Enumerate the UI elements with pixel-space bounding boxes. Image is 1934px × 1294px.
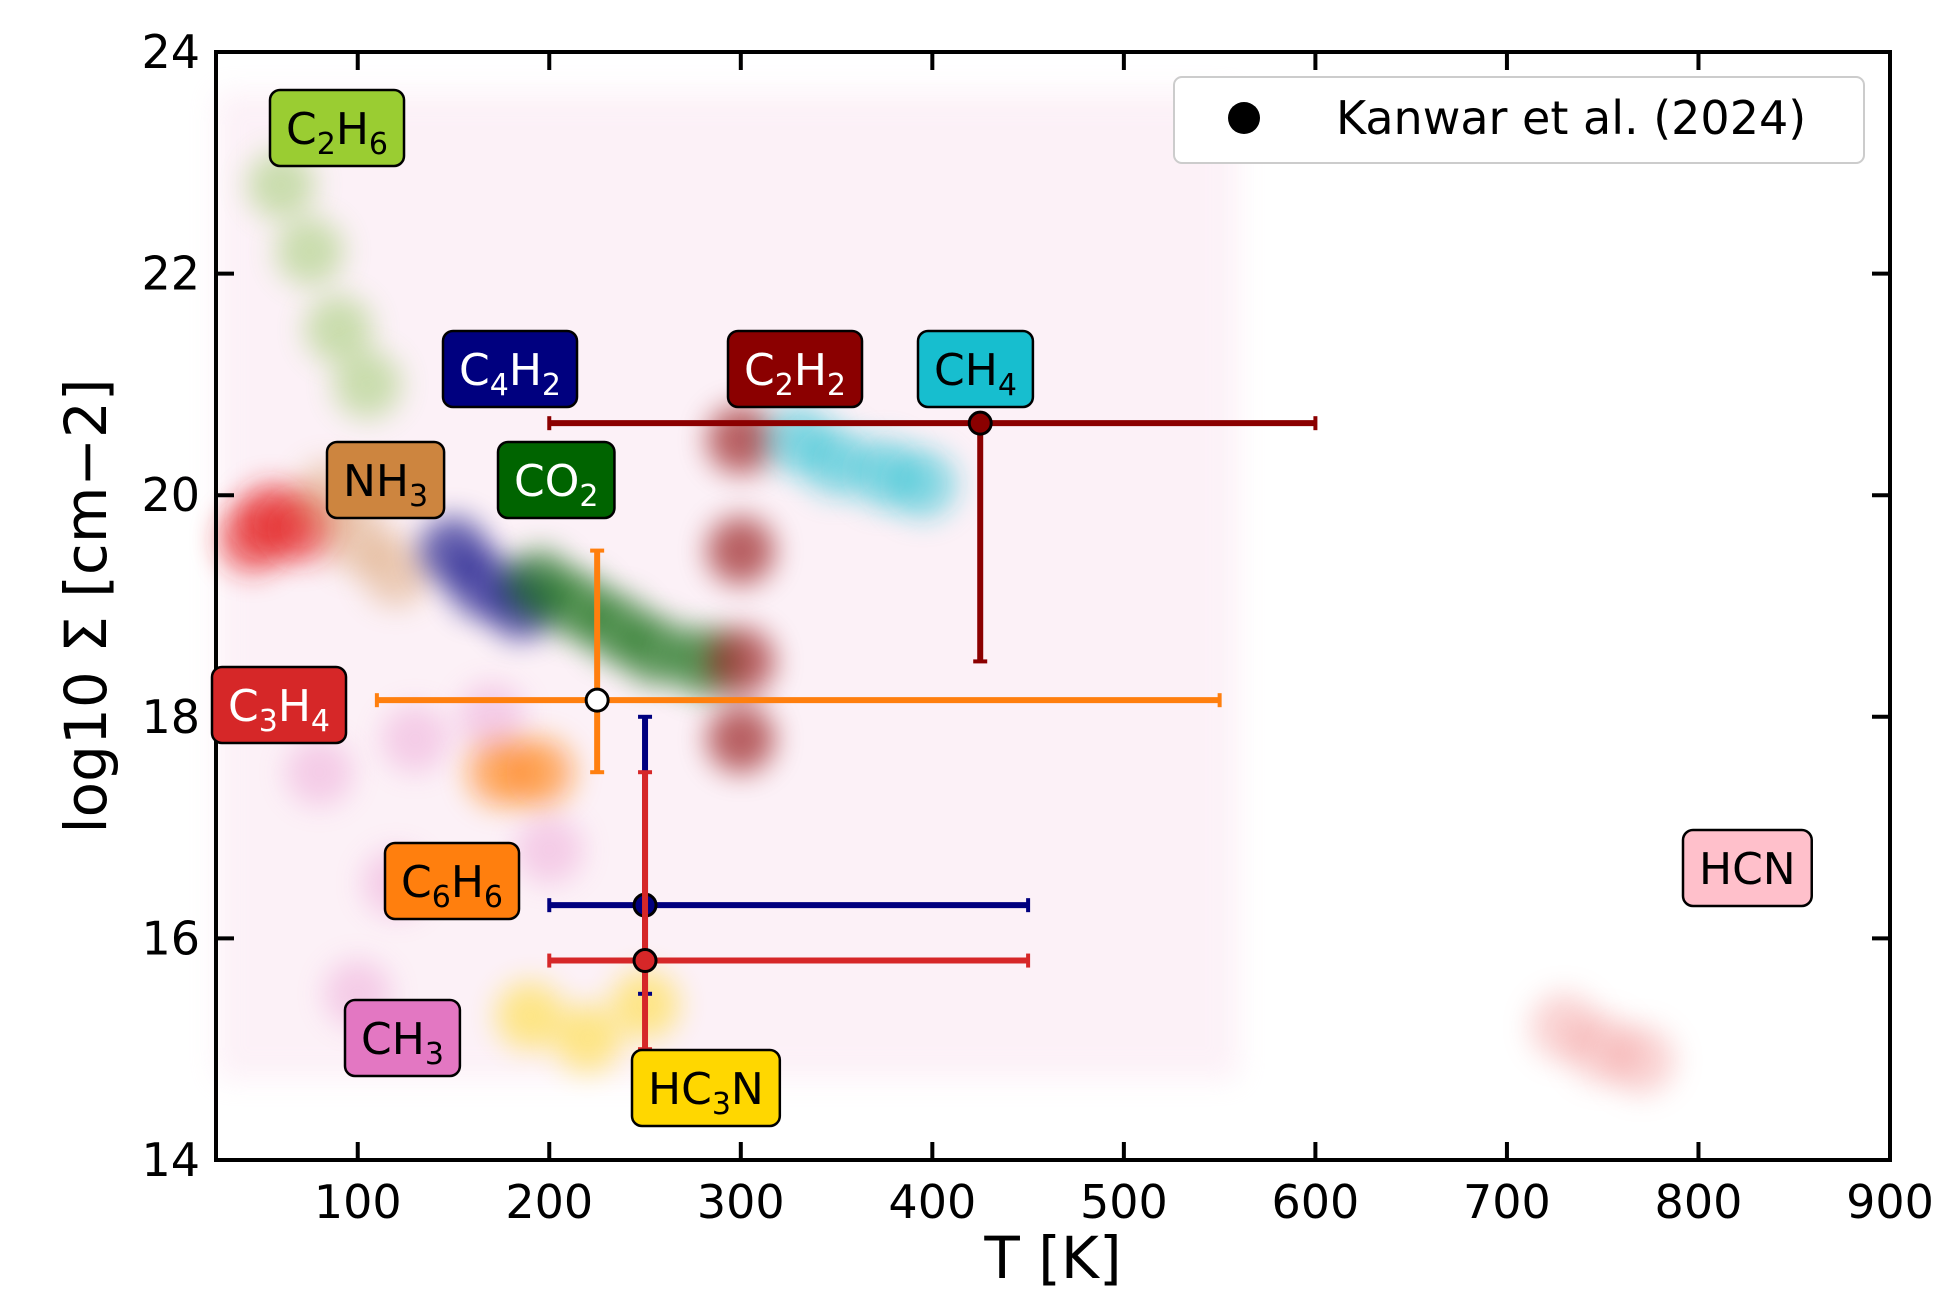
label-c6h6: C6H6 — [383, 841, 521, 921]
label-box — [210, 665, 348, 745]
label-text: C2H6 — [286, 104, 388, 162]
label-text: C4H2 — [459, 345, 561, 403]
density-blob-hc3n — [553, 1004, 622, 1073]
label-co2: CO2 — [496, 440, 616, 520]
density-layer — [216, 92, 1676, 1095]
x-tick-label: 900 — [1846, 1175, 1934, 1229]
label-box — [726, 329, 864, 409]
label-text: HC3N — [648, 1064, 764, 1122]
density-blob-c2h6 — [247, 150, 316, 219]
x-tick-label: 300 — [697, 1175, 785, 1229]
data-point-c3h4 — [632, 948, 658, 974]
label-ch4: CH4 — [916, 329, 1035, 409]
label-ch3: CH3 — [343, 998, 462, 1078]
label-text: C6H6 — [401, 857, 503, 915]
label-box — [916, 329, 1035, 409]
y-tick-label: 14 — [141, 1133, 200, 1187]
label-box — [383, 841, 521, 921]
label-text: CO2 — [514, 456, 598, 514]
density-blob-hcn — [1607, 1026, 1676, 1095]
label-hcn: HCN — [1681, 828, 1813, 908]
label-text: C2H2 — [744, 345, 846, 403]
density-blob-c2h2 — [706, 704, 775, 773]
x-tick-label: 100 — [314, 1175, 402, 1229]
label-text: CH4 — [934, 345, 1017, 403]
density-blob-hc3n — [496, 981, 565, 1050]
legend-entry: Kanwar et al. (2024) — [1336, 91, 1806, 145]
legend-box — [1173, 76, 1865, 164]
axis-ticks: 100 200 300 400 500 600 700 800 900 14 16 18 20 22 24 — [141, 25, 1933, 1229]
density-blob-c2h6 — [333, 350, 402, 419]
density-blob-c2h2 — [706, 516, 775, 585]
y-tick-label: 24 — [141, 25, 200, 79]
density-blob-ch3 — [381, 704, 450, 773]
y-tick-label: 18 — [141, 690, 200, 744]
label-box — [441, 329, 579, 409]
x-tick-label: 700 — [1463, 1175, 1551, 1229]
label-box — [496, 440, 616, 520]
x-tick-label: 400 — [888, 1175, 976, 1229]
data-point-c2h2 — [967, 410, 993, 436]
density-blob-c2h6 — [275, 217, 344, 286]
label-box — [343, 998, 462, 1078]
density-blob-ch3 — [515, 815, 584, 884]
density-blob-c6h6 — [505, 738, 574, 807]
label-hc3n: HC3N — [630, 1048, 782, 1128]
density-blob-ch4 — [888, 450, 957, 519]
x-tick-label: 500 — [1080, 1175, 1168, 1229]
density-blob-ch3 — [285, 738, 354, 807]
label-text: HCN — [1699, 844, 1796, 895]
density-blob-nh3 — [362, 538, 431, 607]
x-axis-label: T [K] — [983, 1224, 1121, 1292]
label-nh3: NH3 — [325, 440, 446, 520]
data-point-c3h4 — [584, 687, 610, 713]
label-text: C3H4 — [228, 681, 330, 739]
density-blob-c2h2 — [706, 627, 775, 696]
label-box — [325, 440, 446, 520]
label-text: CH3 — [361, 1014, 444, 1072]
label-box — [268, 88, 406, 168]
legend: Kanwar et al. (2024) — [1173, 76, 1865, 164]
label-c4h2: C4H2 — [441, 329, 579, 409]
y-axis-label: log10 Σ [cm−2] — [52, 379, 120, 834]
x-tick-label: 600 — [1271, 1175, 1359, 1229]
label-text: NH3 — [343, 456, 428, 514]
molecule-labels: C2H6 C4H2 C2H2 CH4 NH3 CO2 C3H4 C6H6 CH3 HC3N HCN — [210, 88, 1813, 1128]
label-box — [1681, 828, 1813, 908]
plot-frame — [214, 50, 1892, 1162]
label-box — [630, 1048, 782, 1128]
y-tick-label: 16 — [141, 911, 200, 965]
legend-marker — [1228, 102, 1260, 134]
label-c2h6: C2H6 — [268, 88, 406, 168]
density-blob-c2h6 — [304, 295, 373, 363]
x-tick-label: 200 — [505, 1175, 593, 1229]
density-blob-ch3 — [457, 682, 526, 751]
label-c3h4: C3H4 — [210, 665, 348, 745]
y-tick-label: 22 — [141, 247, 200, 301]
x-tick-label: 800 — [1655, 1175, 1743, 1229]
error-bars — [374, 410, 1318, 1052]
label-c2h2: C2H2 — [726, 329, 864, 409]
y-tick-label: 20 — [141, 468, 200, 522]
